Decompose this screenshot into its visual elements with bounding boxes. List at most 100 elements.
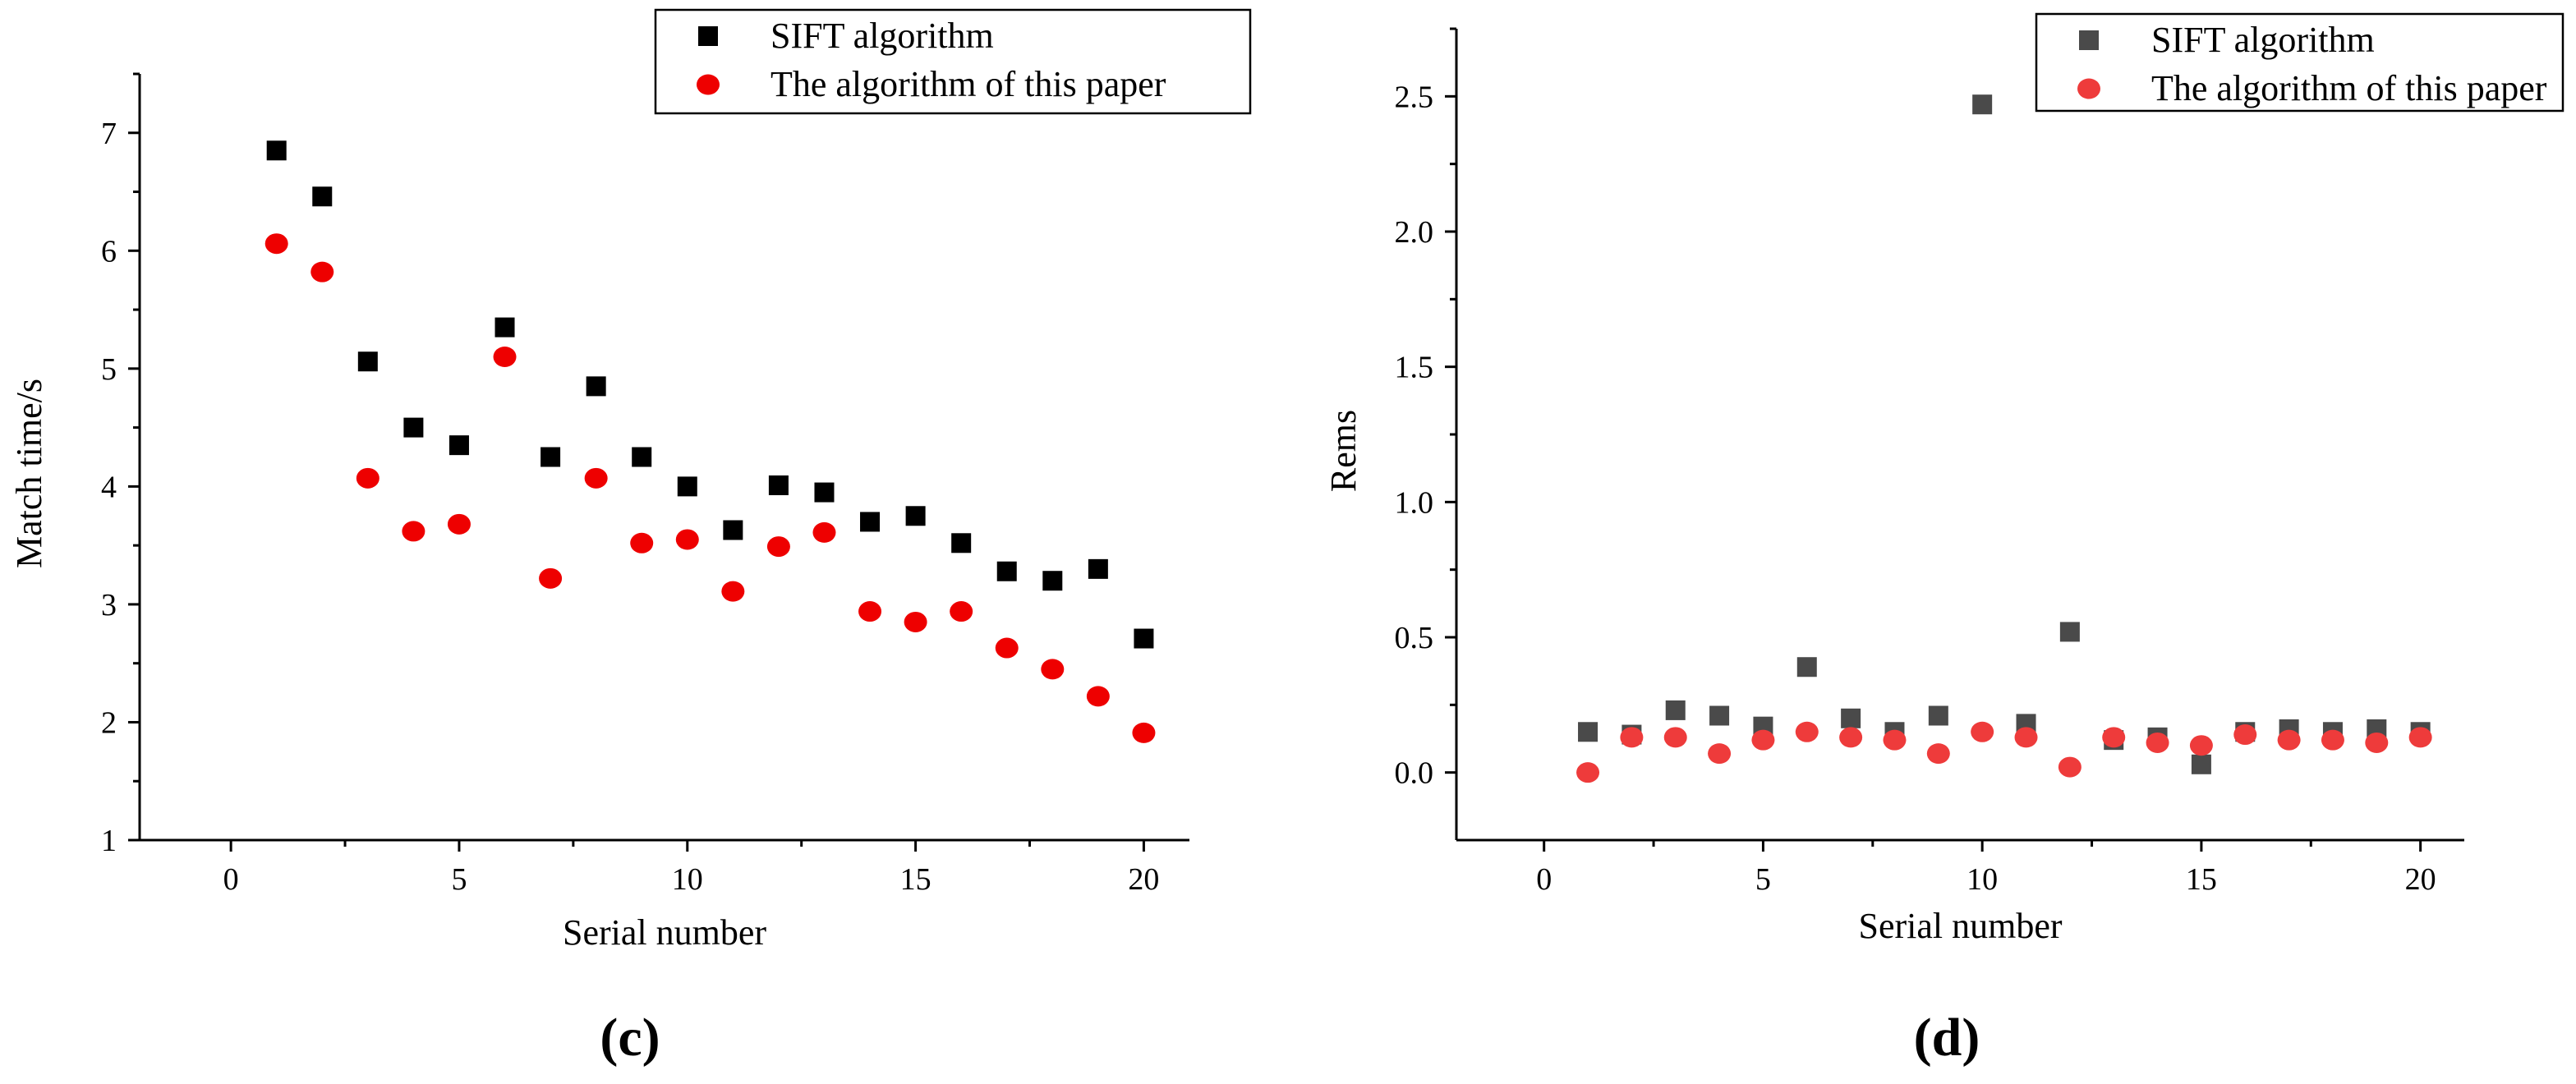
data-point-sift (586, 376, 606, 397)
y-tick-label: 5 (101, 352, 117, 387)
legend-label: The algorithm of this paper (2151, 68, 2547, 108)
data-point-proposed (2102, 727, 2126, 748)
data-point-proposed (2408, 727, 2432, 748)
data-point-proposed (264, 233, 288, 255)
x-tick-label: 5 (1755, 862, 1771, 897)
data-point-proposed (2365, 732, 2389, 753)
data-point-sift (1042, 571, 1063, 591)
data-point-proposed (721, 581, 745, 602)
data-point-sift (814, 482, 835, 503)
legend-frame (654, 8, 1252, 115)
x-tick-label: 20 (1128, 862, 1159, 897)
x-tick-label: 0 (1536, 862, 1552, 897)
data-point-proposed (1839, 727, 1863, 748)
legend-label: SIFT algorithm (2151, 20, 2375, 60)
y-tick-label: 2 (101, 705, 117, 740)
data-point-proposed (1795, 721, 1819, 742)
legend: SIFT algorithm The algorithm of this pape… (654, 8, 1252, 115)
x-tick-label: 10 (672, 862, 703, 897)
data-point-sift (1841, 708, 1861, 728)
data-point-proposed (356, 467, 380, 489)
data-point-proposed (675, 529, 699, 550)
data-point-sift (448, 435, 469, 456)
data-point-sift (1088, 558, 1108, 579)
data-point-proposed (1971, 721, 1994, 742)
y-tick-label: 0.0 (1395, 756, 1434, 791)
data-point-proposed (995, 637, 1019, 659)
y-tick-label: 7 (101, 117, 117, 151)
data-point-sift (1709, 705, 1730, 726)
y-tick-label: 1.5 (1395, 351, 1434, 385)
data-point-proposed (1086, 686, 1110, 707)
data-point-proposed (2014, 727, 2038, 748)
legend-marker-square (698, 26, 718, 46)
panel-label: (c) (600, 1008, 660, 1068)
legend-marker-circle (2077, 78, 2100, 99)
data-point-sift (2191, 754, 2211, 774)
data-point-proposed (402, 521, 426, 542)
legend-frame (2035, 12, 2564, 113)
data-point-sift (996, 561, 1017, 581)
chart-panel-d: 0 5 10 15 20 0.0 0.5 1.0 1.5 2.0 2.5 Serial number R… (1323, 12, 2564, 1068)
legend-label: The algorithm of this paper (770, 64, 1166, 104)
data-point-sift (860, 512, 881, 532)
data-point-sift (677, 476, 697, 497)
x-tick-label: 20 (2405, 862, 2436, 897)
data-point-proposed (539, 567, 563, 589)
y-tick-label: 2.5 (1395, 80, 1434, 114)
data-point-sift (540, 447, 561, 467)
x-tick-label: 0 (223, 862, 239, 897)
data-point-proposed (766, 536, 790, 558)
data-point-proposed (904, 611, 927, 632)
data-point-proposed (1708, 743, 1732, 765)
y-axis-label: Match time/s (9, 379, 49, 568)
y-axis-label: Rems (1323, 410, 1364, 492)
legend-label: SIFT algorithm (770, 16, 994, 56)
x-tick-label: 15 (900, 862, 932, 897)
data-point-sift (632, 447, 652, 467)
panel-label: (d) (1914, 1008, 1980, 1068)
legend: SIFT algorithm The algorithm of this pape… (2035, 12, 2564, 113)
data-point-proposed (1620, 727, 1644, 748)
legend-marker-circle (697, 74, 720, 95)
y-tick-label: 2.0 (1395, 215, 1434, 250)
data-point-sift (1578, 722, 1598, 742)
x-axis-label: Serial number (1858, 906, 2062, 946)
data-point-proposed (950, 601, 973, 622)
chart-panel-c: 0 5 10 15 20 1 2 3 4 5 6 7 Serial number Match time/s… (9, 8, 1252, 1068)
data-point-sift (403, 417, 424, 438)
x-tick-label: 10 (1966, 862, 1998, 897)
data-point-proposed (2321, 729, 2344, 751)
data-point-sift (1972, 94, 1993, 115)
data-point-proposed (1041, 659, 1065, 680)
data-point-sift (312, 186, 333, 207)
data-point-proposed (2277, 729, 2301, 751)
data-point-proposed (493, 346, 517, 367)
data-point-sift (1134, 628, 1154, 649)
data-point-sift (1796, 657, 1817, 678)
data-point-proposed (1663, 727, 1687, 748)
data-point-sift (266, 140, 287, 161)
data-point-sift (2059, 622, 2080, 642)
data-point-sift (905, 506, 926, 526)
legend-marker-square (2079, 30, 2099, 50)
data-point-proposed (2233, 724, 2257, 746)
data-point-proposed (2058, 756, 2082, 778)
y-tick-label: 3 (101, 588, 117, 622)
data-point-proposed (1576, 762, 1600, 783)
data-point-proposed (447, 513, 471, 535)
data-point-sift (723, 520, 743, 540)
data-point-proposed (1926, 743, 1950, 765)
data-point-sift (494, 317, 515, 338)
data-point-proposed (812, 521, 836, 543)
y-tick-label: 6 (101, 234, 117, 269)
data-point-sift (768, 475, 789, 495)
data-point-proposed (584, 467, 608, 489)
data-point-proposed (1883, 729, 1907, 751)
x-tick-label: 15 (2186, 862, 2217, 897)
data-point-sift (1928, 705, 1948, 726)
data-point-sift (357, 351, 378, 372)
data-point-sift (1665, 700, 1686, 720)
data-point-proposed (2146, 732, 2169, 753)
